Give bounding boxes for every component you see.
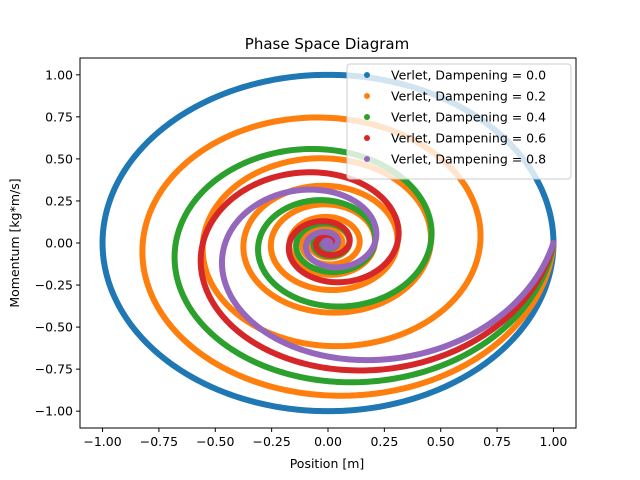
y-tick-label: −0.25 <box>35 278 73 293</box>
x-tick-label: 0.75 <box>483 434 511 449</box>
legend-marker <box>364 72 370 78</box>
x-tick-label: 0.00 <box>314 434 342 449</box>
y-tick-label: −1.00 <box>35 404 73 419</box>
x-tick-label: −0.25 <box>252 434 290 449</box>
legend-box <box>346 63 572 180</box>
x-tick-label: −0.50 <box>196 434 234 449</box>
x-tick-label: −0.75 <box>140 434 178 449</box>
y-tick-label: −0.50 <box>35 320 73 335</box>
y-axis-label: Momentum [kg*m/s] <box>7 178 22 307</box>
legend: Verlet, Dampening = 0.0 Verlet, Dampening… <box>346 63 572 180</box>
legend-marker <box>364 135 370 141</box>
legend-entry-label: Verlet, Dampening = 0.8 <box>391 152 546 167</box>
x-tick-label: −1.00 <box>83 434 121 449</box>
x-axis: −1.00 −0.75 −0.50 −0.25 0.00 0.25 0.50 0.75 1.00 <box>83 428 567 449</box>
series-trajectory-4 <box>218 186 557 364</box>
legend-marker <box>364 114 370 120</box>
legend-entry-label: Verlet, Dampening = 0.4 <box>391 110 546 125</box>
legend-entry-label: Verlet, Dampening = 0.2 <box>391 89 546 104</box>
legend-entry-label: Verlet, Dampening = 0.0 <box>391 68 546 83</box>
y-tick-label: 0.00 <box>45 236 73 251</box>
y-tick-label: −0.75 <box>35 362 73 377</box>
y-axis: 1.00 0.75 0.50 0.25 0.00 −0.25 −0.50 −0.75 −1.00 <box>35 67 80 419</box>
y-tick-label: 0.25 <box>45 193 73 208</box>
legend-entry-label: Verlet, Dampening = 0.6 <box>391 131 546 146</box>
x-axis-label: Position [m] <box>290 456 365 471</box>
x-tick-label: 1.00 <box>540 434 568 449</box>
y-tick-label: 0.75 <box>45 109 73 124</box>
y-tick-label: 1.00 <box>45 67 73 82</box>
y-tick-label: 0.50 <box>45 151 73 166</box>
x-tick-label: 0.25 <box>370 434 398 449</box>
chart-title: Phase Space Diagram <box>245 35 409 53</box>
legend-marker <box>364 156 370 162</box>
x-tick-label: 0.50 <box>427 434 455 449</box>
legend-marker <box>364 93 370 99</box>
